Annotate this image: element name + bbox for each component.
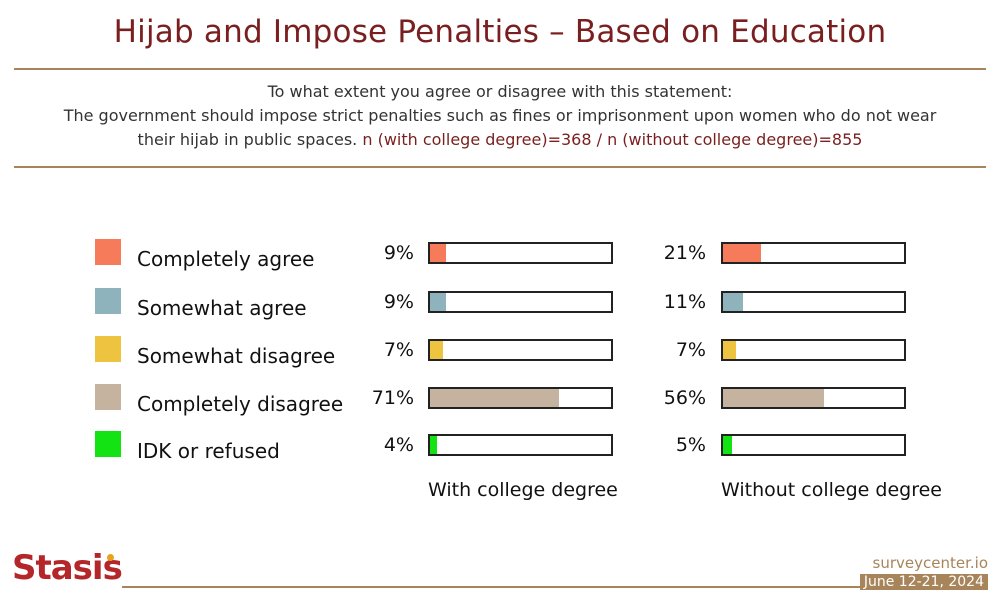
subtitle-divider — [14, 166, 986, 168]
data-label: 11% — [663, 291, 706, 313]
legend-swatch — [95, 336, 121, 362]
bar — [723, 389, 824, 407]
subtitle-line-1: To what extent you agree or disagree wit… — [267, 82, 733, 101]
bar — [430, 341, 443, 359]
data-label: 71% — [371, 387, 414, 409]
bar-outline — [428, 387, 613, 409]
bar — [723, 436, 732, 454]
bar — [723, 244, 761, 262]
series-label: Without college degree — [721, 479, 942, 501]
subtitle-line-2: The government should impose strict pena… — [63, 106, 937, 125]
bar — [430, 293, 446, 311]
survey-date: June 12-21, 2024 — [859, 574, 988, 590]
bar — [430, 389, 559, 407]
subtitle-question-end: their hijab in public spaces. — [137, 130, 358, 149]
series-label: With college degree — [428, 479, 618, 501]
bar-outline — [721, 291, 906, 313]
data-label: 9% — [383, 291, 414, 313]
legend-label: Completely agree — [137, 247, 315, 271]
logo-text: Stasis — [12, 548, 123, 588]
logo-dot — [107, 554, 114, 561]
legend-swatch — [95, 288, 121, 314]
bar-outline — [721, 242, 906, 264]
legend-label: Somewhat agree — [137, 296, 307, 320]
bar-outline — [428, 339, 613, 361]
stasis-logo: Stasis — [12, 548, 123, 588]
chart-title: Hijab and Impose Penalties – Based on Ed… — [113, 14, 887, 50]
bar — [723, 293, 743, 311]
bar-outline — [721, 434, 906, 456]
data-label: 21% — [663, 242, 706, 264]
legend-swatch — [95, 431, 121, 457]
site-url: surveycenter.io — [872, 554, 988, 572]
data-label: 7% — [383, 339, 414, 361]
footer-divider — [122, 586, 864, 588]
bar — [723, 341, 736, 359]
bar — [430, 436, 437, 454]
legend-label: Somewhat disagree — [137, 344, 336, 368]
legend-label: Completely disagree — [137, 392, 344, 416]
data-label: 5% — [675, 434, 706, 456]
bar-outline — [428, 291, 613, 313]
subtitle-line-3: their hijab in public spaces. n (with co… — [30, 128, 970, 152]
data-label: 7% — [675, 339, 706, 361]
bar — [430, 244, 446, 262]
bar-outline — [721, 387, 906, 409]
legend-swatch — [95, 239, 121, 265]
legend-swatch — [95, 384, 121, 410]
data-label: 4% — [383, 434, 414, 456]
bar-outline — [721, 339, 906, 361]
data-label: 56% — [663, 387, 706, 409]
bar-outline — [428, 434, 613, 456]
title-divider — [14, 68, 986, 70]
bar-outline — [428, 242, 613, 264]
data-label: 9% — [383, 242, 414, 264]
sample-size-note: n (with college degree)=368 / n (without… — [362, 130, 863, 149]
legend-label: IDK or refused — [137, 439, 280, 463]
